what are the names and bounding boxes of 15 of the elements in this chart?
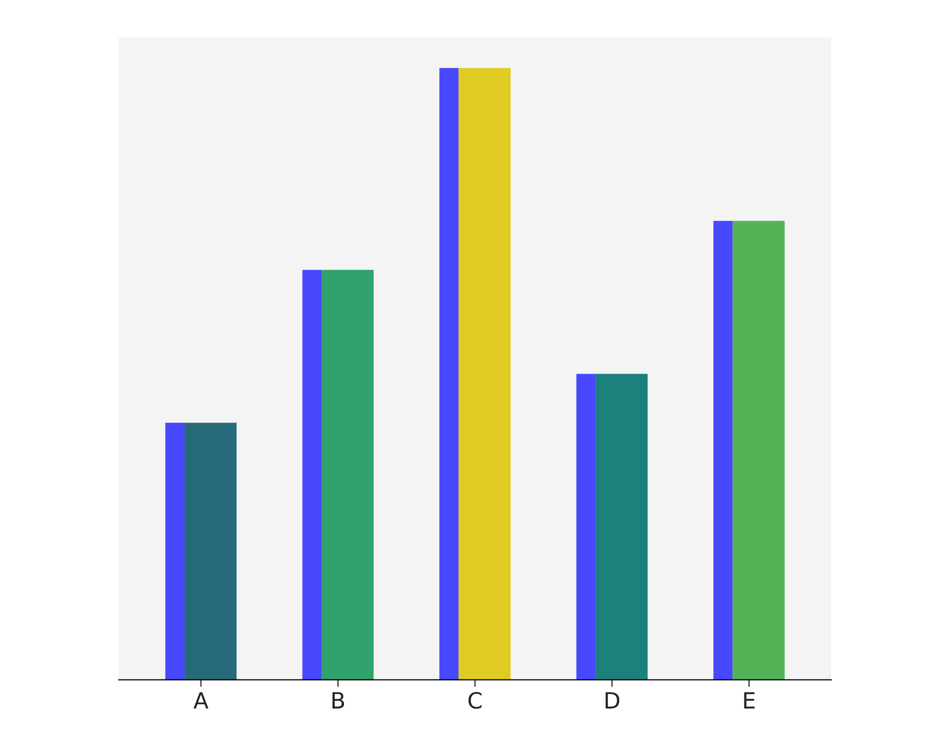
bar (165, 422, 185, 680)
bar (439, 68, 459, 680)
x-tick-label: D (606, 692, 620, 708)
x-tick-label: B (332, 692, 344, 708)
bar (184, 422, 237, 680)
bar (596, 374, 648, 680)
bar (322, 270, 374, 680)
x-tick-label: C (468, 692, 482, 709)
x-tick-label: A (194, 692, 208, 708)
bar (732, 220, 785, 680)
bar (576, 374, 596, 680)
bar (302, 270, 322, 680)
bar (713, 220, 733, 680)
x-tick-label: E (744, 692, 755, 708)
bar (458, 68, 511, 680)
